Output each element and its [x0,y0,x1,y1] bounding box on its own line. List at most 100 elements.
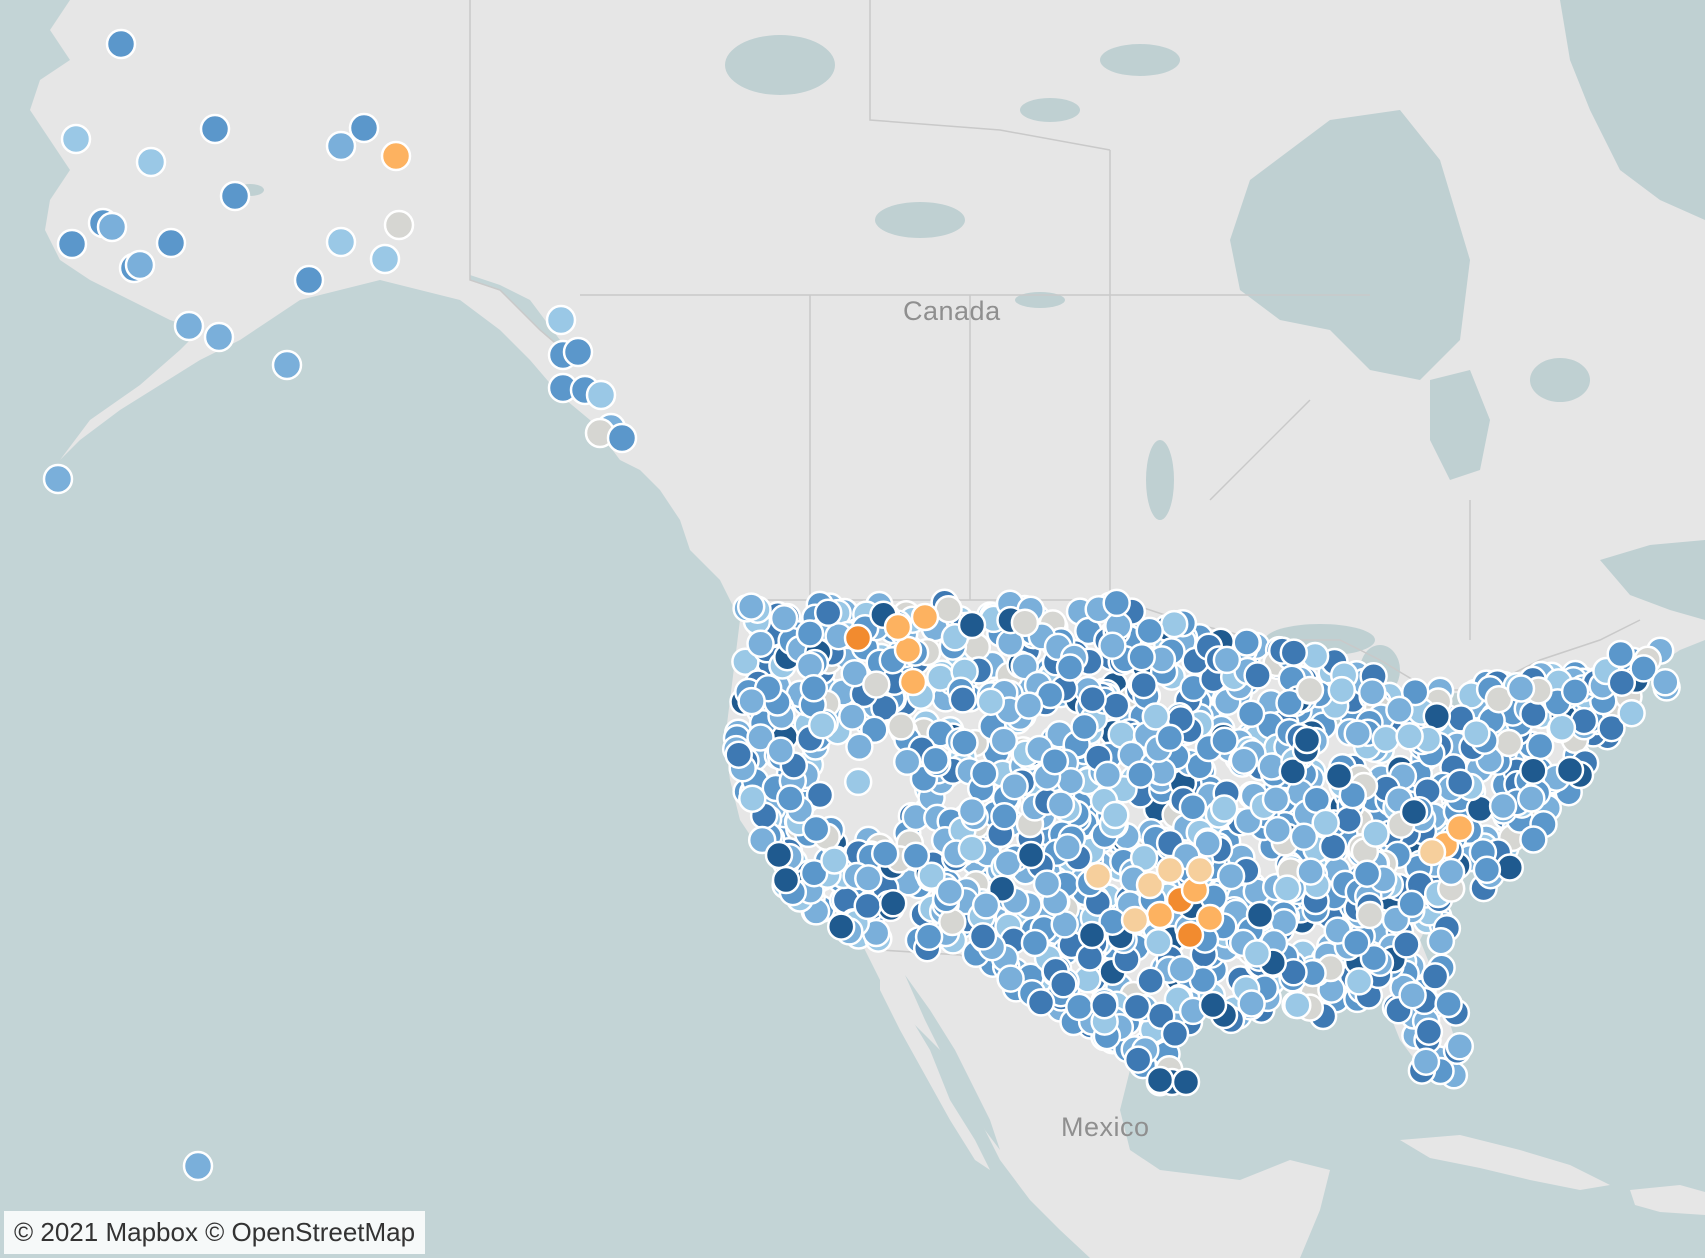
map-marker[interactable] [1243,661,1272,690]
map-marker[interactable] [746,629,775,658]
map-marker[interactable] [1053,833,1082,862]
map-marker[interactable] [971,891,1001,920]
map-marker[interactable] [1014,691,1044,720]
map-marker[interactable] [1275,688,1304,718]
map-marker[interactable] [883,612,913,642]
map-marker[interactable] [1399,797,1429,827]
map-marker[interactable] [862,670,891,699]
map-marker[interactable] [724,740,753,769]
map-marker[interactable] [746,723,775,752]
map-marker[interactable] [996,964,1025,993]
map-marker[interactable] [1355,900,1385,930]
map-marker[interactable] [42,463,74,495]
map-marker[interactable] [1292,725,1322,755]
map-marker[interactable] [1525,731,1555,761]
map-marker[interactable] [1560,677,1590,706]
map-marker[interactable] [1472,855,1502,885]
map-marker[interactable] [1519,699,1548,729]
map-marker[interactable] [124,249,156,281]
map-marker[interactable] [1078,684,1107,714]
map-marker[interactable] [135,146,167,178]
map-marker[interactable] [1263,815,1292,845]
map-marker[interactable] [898,667,928,697]
map-marker[interactable] [1195,903,1225,933]
map-marker[interactable] [1385,695,1414,725]
map-marker[interactable] [545,304,577,336]
map-marker[interactable] [843,767,873,797]
map-marker[interactable] [1026,988,1056,1017]
map-marker[interactable] [325,226,357,258]
map-marker[interactable] [105,28,137,60]
map-marker[interactable] [1101,800,1130,830]
map-marker[interactable] [1289,822,1319,852]
map-marker[interactable] [1236,699,1266,729]
map-marker[interactable] [1411,1047,1441,1076]
map-marker[interactable] [838,702,867,731]
map-marker[interactable] [1083,861,1113,891]
map-marker[interactable] [1555,755,1585,785]
map-marker[interactable] [1093,760,1123,790]
map-marker[interactable] [766,736,795,765]
map-marker[interactable] [1445,768,1475,797]
map-marker[interactable] [1417,837,1447,867]
map-marker[interactable] [1178,792,1208,822]
map-marker[interactable] [1283,990,1312,1020]
map-marker[interactable] [738,784,767,813]
map-marker[interactable] [1193,829,1222,858]
map-marker[interactable] [845,732,874,762]
map-marker[interactable] [219,180,251,212]
map-marker[interactable] [1311,808,1340,838]
map-marker[interactable] [1426,926,1456,956]
map-marker[interactable] [840,658,869,688]
map-marker[interactable] [799,674,829,703]
map-marker[interactable] [948,685,978,714]
map-marker[interactable] [1010,608,1040,637]
map-marker[interactable] [1145,900,1175,930]
map-marker[interactable] [1445,813,1475,843]
map-marker[interactable] [1422,701,1452,731]
map-marker[interactable] [1135,616,1164,646]
map-marker[interactable] [957,610,987,640]
map-marker[interactable] [1141,702,1171,731]
map-marker[interactable] [1651,668,1680,697]
map-marker[interactable] [1155,723,1185,753]
map-marker[interactable] [1209,794,1239,823]
map-marker[interactable] [1040,746,1070,776]
map-marker[interactable] [1547,713,1577,742]
map-marker[interactable] [1000,771,1029,801]
map-marker[interactable] [606,422,638,454]
map-marker[interactable] [989,726,1019,755]
map-marker[interactable] [1371,724,1401,754]
map-marker[interactable] [1296,857,1325,886]
map-marker[interactable] [1237,989,1266,1018]
map-marker[interactable] [1434,989,1463,1019]
map-marker[interactable] [813,598,843,628]
map-marker[interactable] [892,747,922,777]
map-marker[interactable] [1517,784,1546,813]
map-marker[interactable] [990,802,1019,831]
map-marker[interactable] [1398,980,1427,1010]
map-marker[interactable] [1046,790,1076,819]
map-marker[interactable] [1344,967,1374,996]
map-marker[interactable] [1122,992,1152,1022]
map-marker[interactable] [737,686,766,716]
map-marker[interactable] [1519,756,1548,785]
map-marker[interactable] [807,711,837,740]
map-marker[interactable] [968,922,998,951]
map-marker[interactable] [1506,674,1536,703]
map-marker[interactable] [1488,791,1518,821]
map-marker[interactable] [1607,668,1637,697]
map-marker[interactable] [957,834,987,863]
map-marker[interactable] [1198,990,1228,1020]
map-marker[interactable] [1123,1045,1153,1074]
map-marker[interactable] [801,814,831,844]
map-marker[interactable] [1102,588,1131,618]
map-marker[interactable] [1065,992,1094,1022]
map-marker[interactable] [976,687,1006,716]
map-marker[interactable] [901,841,931,871]
map-marker[interactable] [1606,639,1635,669]
map-marker[interactable] [1210,726,1239,755]
map-marker[interactable] [1357,677,1387,707]
map-marker[interactable] [585,379,617,411]
